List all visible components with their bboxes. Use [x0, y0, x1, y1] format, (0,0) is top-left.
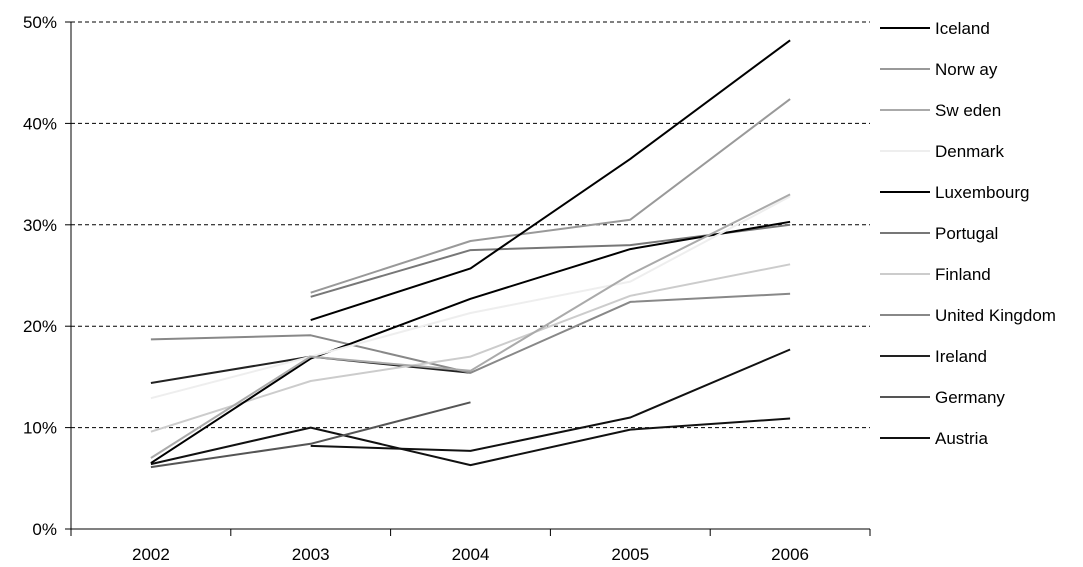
series-line-unlabeled — [310, 348, 791, 452]
series-line-iceland — [310, 39, 791, 322]
x-tick-label: 2002 — [132, 545, 170, 564]
series-line-austria — [150, 417, 791, 467]
x-tick-label: 2005 — [611, 545, 649, 564]
y-tick-label: 20% — [23, 317, 57, 336]
y-tick-label: 30% — [23, 216, 57, 235]
series-line-united-kingdom — [150, 292, 791, 374]
series-line-denmark — [150, 195, 791, 400]
legend: Iceland Norw ay Sw eden Denmark Luxembourg Po… — [880, 19, 1056, 448]
y-tick-label: 50% — [23, 13, 57, 32]
x-tick-label: 2006 — [771, 545, 809, 564]
x-tick-label: 2004 — [452, 545, 490, 564]
y-tick-label: 0% — [32, 520, 57, 539]
legend-label: Norw ay — [935, 60, 998, 79]
legend-label: Germany — [935, 388, 1005, 407]
legend-label: Austria — [935, 429, 988, 448]
legend-label: Finland — [935, 265, 991, 284]
x-tick-label: 2003 — [292, 545, 330, 564]
legend-label: United Kingdom — [935, 306, 1056, 325]
legend-label: Luxembourg — [935, 183, 1030, 202]
series-lines — [150, 39, 791, 469]
series-line-sw-eden — [150, 193, 791, 459]
y-tick-label: 40% — [23, 114, 57, 133]
series-line-luxembourg — [150, 220, 791, 464]
y-tick-label: 10% — [23, 419, 57, 438]
axes: 0% 10% 20% 30% 40% 50% 2002 2003 2004 2005 2006 — [23, 13, 871, 564]
gridlines — [71, 21, 870, 429]
legend-label: Sw eden — [935, 101, 1001, 120]
legend-label: Ireland — [935, 347, 987, 366]
series-line-norw-ay — [310, 98, 791, 294]
legend-label: Denmark — [935, 142, 1004, 161]
legend-label: Portugal — [935, 224, 998, 243]
series-line-finland — [150, 263, 791, 433]
series-line-germany — [150, 401, 471, 469]
legend-label: Iceland — [935, 19, 990, 38]
